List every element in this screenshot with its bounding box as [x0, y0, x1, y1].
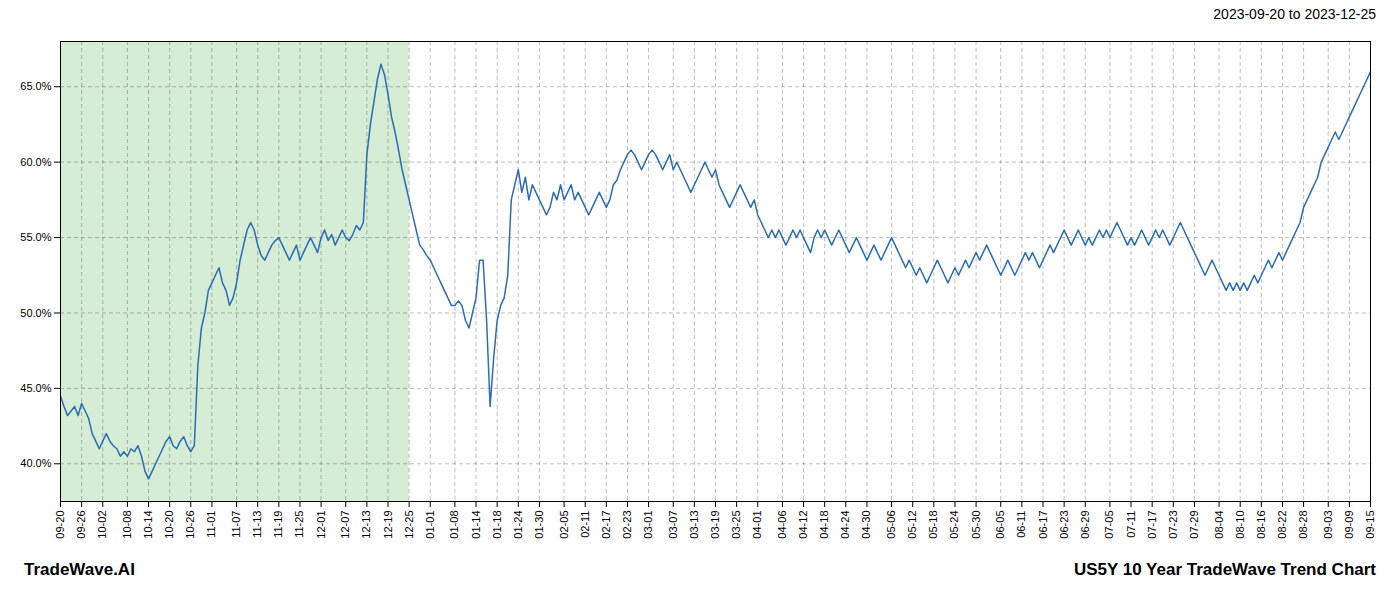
svg-text:09-26: 09-26 — [75, 511, 87, 539]
html-text:TradeWave.AI: TradeWave.AI — [24, 560, 135, 579]
svg-text:05-24: 05-24 — [948, 511, 960, 539]
svg-text:02-05: 02-05 — [558, 511, 570, 539]
svg-text:40.0%: 40.0% — [20, 457, 51, 469]
svg-text:06-23: 06-23 — [1058, 511, 1070, 539]
svg-text:08-22: 08-22 — [1276, 511, 1288, 539]
svg-text:60.0%: 60.0% — [20, 156, 51, 168]
svg-text:04-30: 04-30 — [860, 511, 872, 539]
svg-text:01-24: 01-24 — [512, 511, 524, 539]
svg-text:05-30: 05-30 — [970, 511, 982, 539]
svg-text:02-11: 02-11 — [579, 511, 591, 538]
svg-text:08-28: 08-28 — [1297, 511, 1309, 539]
svg-text:10-08: 10-08 — [121, 511, 133, 539]
svg-text:05-12: 05-12 — [906, 511, 918, 539]
svg-text:01-14: 01-14 — [470, 511, 482, 539]
svg-text:10-26: 10-26 — [184, 511, 196, 539]
svg-text:07-29: 07-29 — [1188, 511, 1200, 539]
svg-text:09-15: 09-15 — [1364, 511, 1376, 539]
svg-text:05-06: 05-06 — [885, 511, 897, 539]
svg-text:04-01: 04-01 — [751, 511, 763, 539]
svg-text:06-29: 06-29 — [1079, 511, 1091, 539]
svg-text:10-14: 10-14 — [142, 511, 154, 539]
svg-text:06-17: 06-17 — [1037, 511, 1049, 539]
svg-text:50.0%: 50.0% — [20, 306, 51, 318]
svg-text:01-18: 01-18 — [491, 511, 503, 539]
svg-text:02-17: 02-17 — [600, 511, 612, 539]
svg-text:01-08: 01-08 — [448, 511, 460, 539]
html-text:2023-09-20 to 2023-12-25: 2023-09-20 to 2023-12-25 — [1213, 6, 1376, 22]
svg-text:12-01: 12-01 — [315, 511, 327, 539]
svg-text:07-23: 07-23 — [1167, 511, 1179, 539]
svg-text:11-13: 11-13 — [251, 511, 263, 538]
svg-text:09-03: 09-03 — [1322, 511, 1334, 539]
svg-text:12-07: 12-07 — [339, 511, 351, 539]
svg-text:09-09: 09-09 — [1343, 511, 1355, 539]
svg-text:06-11: 06-11 — [1015, 511, 1027, 538]
svg-text:55.0%: 55.0% — [20, 231, 51, 243]
svg-text:11-25: 11-25 — [293, 511, 305, 538]
svg-text:11-01: 11-01 — [205, 511, 217, 538]
svg-text:65.0%: 65.0% — [20, 80, 51, 92]
svg-text:12-13: 12-13 — [360, 511, 372, 539]
svg-text:01-30: 01-30 — [533, 511, 545, 539]
svg-text:04-12: 04-12 — [797, 511, 809, 539]
svg-text:03-13: 03-13 — [688, 511, 700, 539]
svg-text:04-06: 04-06 — [776, 511, 788, 539]
svg-text:11-07: 11-07 — [230, 511, 242, 538]
svg-text:12-25: 12-25 — [403, 511, 415, 539]
svg-text:03-19: 03-19 — [709, 511, 721, 539]
svg-text:07-05: 07-05 — [1103, 511, 1115, 539]
svg-text:01-01: 01-01 — [424, 511, 436, 539]
svg-text:04-24: 04-24 — [839, 511, 851, 539]
svg-text:03-07: 03-07 — [667, 511, 679, 539]
svg-text:05-18: 05-18 — [927, 511, 939, 539]
svg-text:04-18: 04-18 — [818, 511, 830, 539]
svg-text:02-23: 02-23 — [621, 511, 633, 539]
svg-text:08-16: 08-16 — [1255, 511, 1267, 539]
svg-text:08-10: 08-10 — [1234, 511, 1246, 539]
svg-text:10-02: 10-02 — [96, 511, 108, 539]
svg-text:07-11: 07-11 — [1125, 511, 1137, 538]
svg-text:07-17: 07-17 — [1146, 511, 1158, 539]
svg-text:03-01: 03-01 — [642, 511, 654, 539]
svg-text:06-05: 06-05 — [994, 511, 1006, 539]
svg-text:09-20: 09-20 — [54, 511, 66, 539]
svg-text:10-20: 10-20 — [163, 511, 175, 539]
svg-text:12-19: 12-19 — [382, 511, 394, 539]
svg-text:11-19: 11-19 — [272, 511, 284, 538]
html-text:US5Y 10 Year TradeWave Trend C: US5Y 10 Year TradeWave Trend Chart — [1073, 560, 1376, 579]
svg-text:45.0%: 45.0% — [20, 382, 51, 394]
svg-text:08-04: 08-04 — [1213, 511, 1225, 539]
svg-text:03-25: 03-25 — [730, 511, 742, 539]
